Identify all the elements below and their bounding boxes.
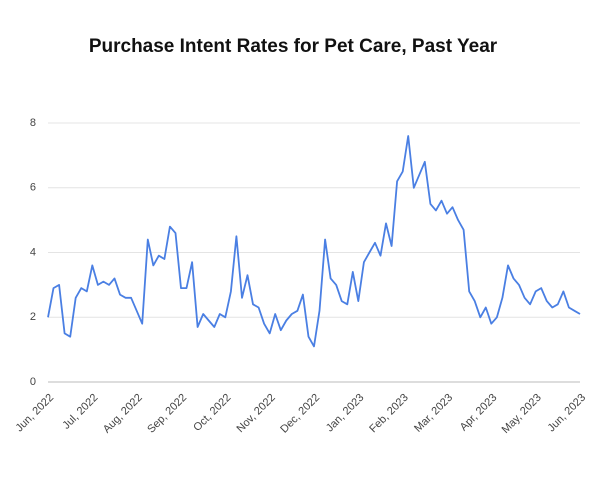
- x-tick-label: Dec, 2022: [278, 392, 322, 436]
- x-tick-label: Oct, 2022: [191, 392, 233, 434]
- x-tick-label: Mar, 2023: [412, 392, 455, 435]
- y-tick-label: 8: [30, 117, 36, 129]
- x-tick-label: May, 2023: [500, 392, 544, 436]
- y-tick-label: 0: [30, 376, 36, 388]
- y-tick-label: 6: [30, 182, 36, 194]
- y-tick-label: 4: [30, 246, 36, 258]
- x-tick-label: Nov, 2022: [234, 392, 277, 435]
- y-tick-label: 2: [30, 311, 36, 323]
- x-tick-label: Feb, 2023: [367, 392, 411, 436]
- x-tick-label: Jan, 2023: [324, 392, 367, 435]
- x-tick-label: Apr, 2023: [458, 392, 500, 434]
- chart-title: Purchase Intent Rates for Pet Care, Past…: [89, 36, 498, 57]
- x-tick-label: Aug, 2022: [101, 392, 145, 436]
- x-tick-label: Jun, 2023: [546, 392, 589, 435]
- x-tick-label: Sep, 2022: [145, 392, 189, 436]
- line: [47, 135, 581, 348]
- x-tick-label: Jun, 2022: [14, 392, 57, 435]
- x-tick-label: Jul, 2022: [60, 392, 100, 432]
